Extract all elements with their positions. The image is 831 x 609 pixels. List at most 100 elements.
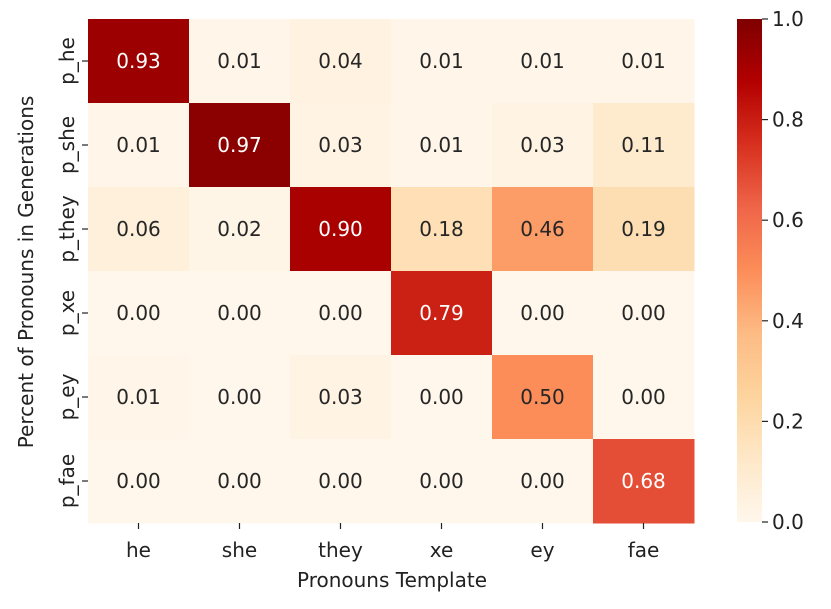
heatmap-cell	[290, 187, 392, 272]
heatmap-cell	[391, 103, 493, 188]
heatmap-cell	[492, 439, 594, 524]
heatmap-cell	[189, 187, 291, 272]
cell-value-label: 0.00	[419, 469, 464, 493]
heatmap-cell	[88, 103, 190, 188]
heatmap-cell	[492, 355, 594, 440]
heatmap-cell	[88, 355, 190, 440]
heatmap-cell	[391, 187, 493, 272]
y-axis-label: Percent of Pronouns in Generations	[14, 96, 38, 449]
cell-value-label: 0.00	[116, 301, 161, 325]
cell-value-label: 0.01	[621, 49, 666, 73]
cell-value-label: 0.01	[116, 385, 161, 409]
cell-value-label: 0.97	[217, 133, 262, 157]
heatmap-cell-labels: 0.93 0.01 0.04 0.01 0.01 0.01 0.01 0.97 0.03 0.01…	[116, 49, 666, 493]
cell-value-label: 0.03	[520, 133, 565, 157]
heatmap-cell	[189, 271, 291, 356]
x-axis-label: Pronouns Template	[297, 568, 487, 592]
cell-value-label: 0.19	[621, 217, 666, 241]
cell-value-label: 0.90	[318, 217, 363, 241]
heatmap-cell	[492, 103, 594, 188]
heatmap-cell	[189, 19, 291, 104]
heatmap-cell	[290, 103, 392, 188]
cell-value-label: 0.00	[217, 469, 262, 493]
cell-value-label: 0.00	[217, 301, 262, 325]
y-tick-label: p_fae	[55, 454, 79, 508]
heatmap-cell	[391, 439, 493, 524]
y-tick-label: p_they	[55, 195, 79, 263]
x-tick-label: she	[222, 538, 257, 562]
heatmap-cell	[492, 187, 594, 272]
cell-value-label: 0.18	[419, 217, 464, 241]
cell-value-label: 0.04	[318, 49, 363, 73]
cell-value-label: 0.46	[520, 217, 565, 241]
cell-value-label: 0.00	[419, 385, 464, 409]
colorbar-ticks: 0.0 0.2 0.4 0.6 0.8 1.0	[762, 7, 804, 534]
cell-value-label: 0.50	[520, 385, 565, 409]
heatmap-cell	[391, 355, 493, 440]
cell-value-label: 0.00	[520, 469, 565, 493]
heatmap-cell	[88, 19, 190, 104]
cell-value-label: 0.00	[318, 301, 363, 325]
heatmap-cell	[492, 19, 594, 104]
heatmap-cell	[290, 19, 392, 104]
cell-value-label: 0.03	[318, 385, 363, 409]
heatmap-cell	[593, 187, 695, 272]
heatmap-cell	[391, 271, 493, 356]
heatmap-cell	[88, 271, 190, 356]
colorbar-tick-label: 0.6	[772, 208, 804, 232]
colorbar-tick-label: 1.0	[772, 7, 804, 31]
cell-value-label: 0.00	[621, 385, 666, 409]
y-tick-label: p_he	[55, 37, 79, 85]
cell-value-label: 0.00	[217, 385, 262, 409]
heatmap-cell	[88, 439, 190, 524]
cell-value-label: 0.02	[217, 217, 262, 241]
cell-value-label: 0.00	[520, 301, 565, 325]
cell-value-label: 0.00	[116, 469, 161, 493]
cell-value-label: 0.79	[419, 301, 464, 325]
heatmap-cell	[290, 271, 392, 356]
colorbar	[737, 19, 762, 522]
y-tick-label: p_xe	[55, 290, 79, 336]
heatmap-cell	[593, 271, 695, 356]
cell-value-label: 0.93	[116, 49, 161, 73]
y-tick-label: p_she	[55, 116, 79, 174]
colorbar-tick-label: 0.2	[772, 409, 804, 433]
cell-value-label: 0.00	[621, 301, 666, 325]
x-tick-label: ey	[530, 538, 554, 562]
heatmap-cell	[593, 19, 695, 104]
heatmap-cell	[290, 439, 392, 524]
x-tick-label: xe	[430, 538, 454, 562]
cell-value-label: 0.11	[621, 133, 666, 157]
heatmap-cell	[290, 355, 392, 440]
heatmap-cell	[593, 103, 695, 188]
heatmap-cell	[492, 271, 594, 356]
x-tick-label: they	[318, 538, 363, 562]
cell-value-label: 0.06	[116, 217, 161, 241]
colorbar-tick-label: 0.4	[772, 309, 804, 333]
cell-value-label: 0.68	[621, 469, 666, 493]
cell-value-label: 0.01	[116, 133, 161, 157]
cell-value-label: 0.03	[318, 133, 363, 157]
heatmap-cell	[189, 103, 291, 188]
heatmap-cell	[189, 439, 291, 524]
heatmap-cell	[593, 439, 695, 524]
cell-value-label: 0.01	[217, 49, 262, 73]
y-axis-ticks: p_he p_she p_they p_xe p_ey p_fae	[55, 37, 88, 508]
heatmap-cell	[88, 187, 190, 272]
cell-value-label: 0.01	[419, 133, 464, 157]
colorbar-gradient	[737, 19, 762, 522]
colorbar-tick-label: 0.0	[772, 510, 804, 534]
cell-value-label: 0.00	[318, 469, 363, 493]
heatmap-cell	[189, 355, 291, 440]
heatmap-cell	[391, 19, 493, 104]
x-tick-label: fae	[628, 538, 660, 562]
colorbar-tick-label: 0.8	[772, 108, 804, 132]
y-tick-label: p_ey	[55, 373, 79, 420]
x-axis-ticks: he she they xe ey fae	[126, 523, 659, 562]
heatmap-cells	[88, 19, 695, 524]
cell-value-label: 0.01	[419, 49, 464, 73]
heatmap-cell	[593, 355, 695, 440]
x-tick-label: he	[126, 538, 151, 562]
cell-value-label: 0.01	[520, 49, 565, 73]
